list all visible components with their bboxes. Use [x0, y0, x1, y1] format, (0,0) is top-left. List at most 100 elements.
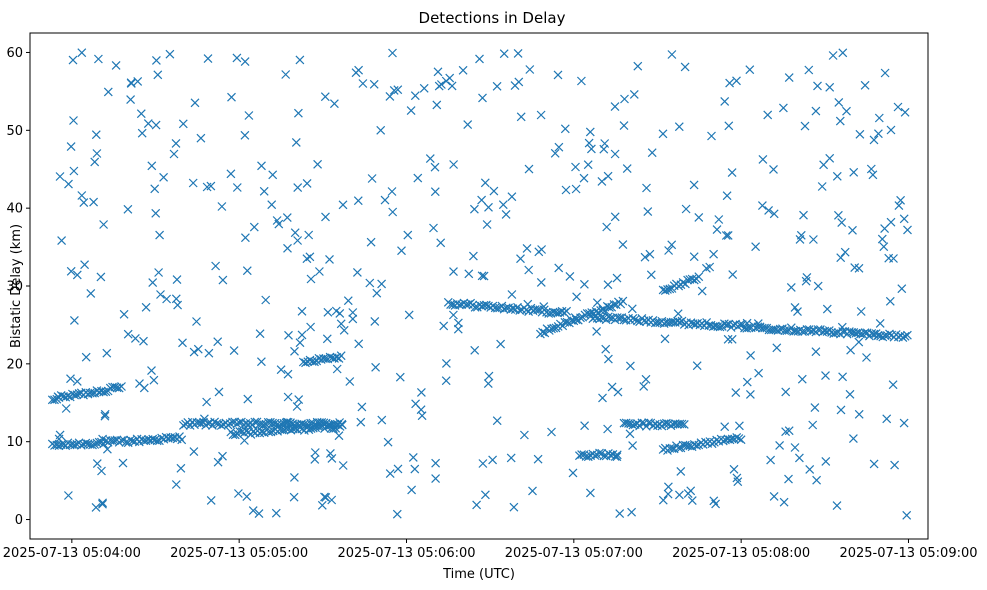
detection-point — [764, 205, 774, 215]
detection-point — [202, 182, 212, 192]
detection-point — [825, 153, 835, 163]
detection-point — [372, 288, 382, 298]
detection-point — [484, 371, 494, 381]
detection-point — [766, 455, 776, 465]
detection-point — [293, 183, 303, 193]
detection-point — [663, 489, 673, 499]
detection-point — [711, 499, 721, 509]
detection-point — [376, 125, 386, 135]
detection-point — [629, 89, 639, 99]
detection-point — [897, 284, 907, 294]
detection-point — [436, 238, 446, 248]
detection-point — [203, 54, 213, 64]
detection-point — [599, 144, 609, 154]
detection-point — [292, 402, 302, 411]
detection-point — [433, 67, 443, 77]
detection-point — [516, 112, 526, 122]
detection-point — [153, 70, 163, 80]
detection-point — [255, 329, 265, 339]
detection-point — [453, 318, 463, 328]
detection-point — [293, 236, 303, 245]
detection-point — [744, 323, 754, 333]
detection-point — [846, 345, 856, 355]
detection-point — [475, 54, 484, 64]
detection-point — [565, 271, 575, 281]
y-tick-label: 60 — [6, 46, 23, 61]
detection-point — [681, 204, 691, 214]
detection-point — [320, 92, 330, 102]
detection-point — [66, 266, 76, 276]
detection-point — [732, 432, 742, 442]
detection-point — [811, 347, 821, 357]
detection-point — [848, 225, 857, 235]
detection-point — [356, 417, 366, 427]
detection-point — [725, 78, 735, 88]
detection-point — [760, 323, 770, 333]
detection-point — [367, 174, 377, 183]
detection-point — [525, 65, 535, 74]
detection-point — [377, 415, 387, 425]
detection-point — [612, 452, 622, 462]
detection-point — [778, 103, 788, 113]
detection-point — [524, 164, 534, 174]
detection-point — [321, 212, 330, 222]
detection-point — [595, 448, 604, 458]
detection-point — [93, 54, 103, 64]
detection-point — [869, 135, 879, 145]
detection-point — [322, 422, 332, 432]
detection-point — [647, 148, 657, 158]
detection-point — [416, 387, 426, 397]
detection-point — [822, 304, 832, 314]
detection-point — [715, 322, 725, 332]
detection-point — [501, 209, 511, 219]
detection-point — [658, 495, 668, 505]
detection-point — [536, 110, 546, 120]
detection-point — [727, 334, 737, 344]
detection-point — [615, 313, 625, 323]
detection-point — [150, 184, 160, 194]
detection-point — [118, 458, 128, 468]
detection-point — [445, 73, 455, 83]
detection-point — [289, 472, 299, 482]
detection-point — [69, 166, 79, 176]
y-axis: 0 10 20 30 40 50 60 — [6, 46, 30, 528]
detection-point — [585, 488, 595, 498]
detection-point — [550, 148, 560, 158]
detection-point — [658, 129, 668, 139]
detection-point — [239, 436, 249, 445]
detection-point — [254, 509, 264, 519]
detection-point — [499, 49, 509, 59]
detection-point — [380, 195, 390, 205]
detection-point — [585, 127, 595, 137]
detection-point — [523, 299, 533, 309]
detection-point — [900, 107, 910, 117]
detection-point — [365, 278, 375, 288]
detection-point — [478, 459, 488, 468]
detection-point — [618, 296, 628, 306]
detection-point — [513, 48, 523, 58]
detection-point — [229, 346, 239, 356]
detection-point — [882, 414, 892, 424]
detection-point — [337, 420, 347, 430]
detection-point — [339, 325, 349, 335]
detection-point — [510, 81, 520, 91]
detection-point — [605, 302, 614, 312]
detection-point — [301, 358, 310, 368]
detection-point — [206, 495, 216, 505]
detection-point — [432, 100, 442, 110]
detection-point — [480, 178, 490, 188]
detection-point — [211, 261, 221, 271]
detection-point — [302, 254, 312, 264]
detection-point — [533, 454, 543, 464]
detection-point — [794, 453, 804, 463]
detection-point — [242, 266, 252, 276]
detection-point — [159, 172, 169, 182]
detection-point — [779, 497, 789, 507]
detection-point — [821, 456, 831, 466]
detection-point — [482, 220, 492, 229]
detection-point — [660, 286, 670, 296]
detection-point — [149, 375, 159, 385]
detection-point — [612, 273, 622, 283]
detection-point — [707, 131, 716, 141]
detection-point — [327, 453, 337, 463]
